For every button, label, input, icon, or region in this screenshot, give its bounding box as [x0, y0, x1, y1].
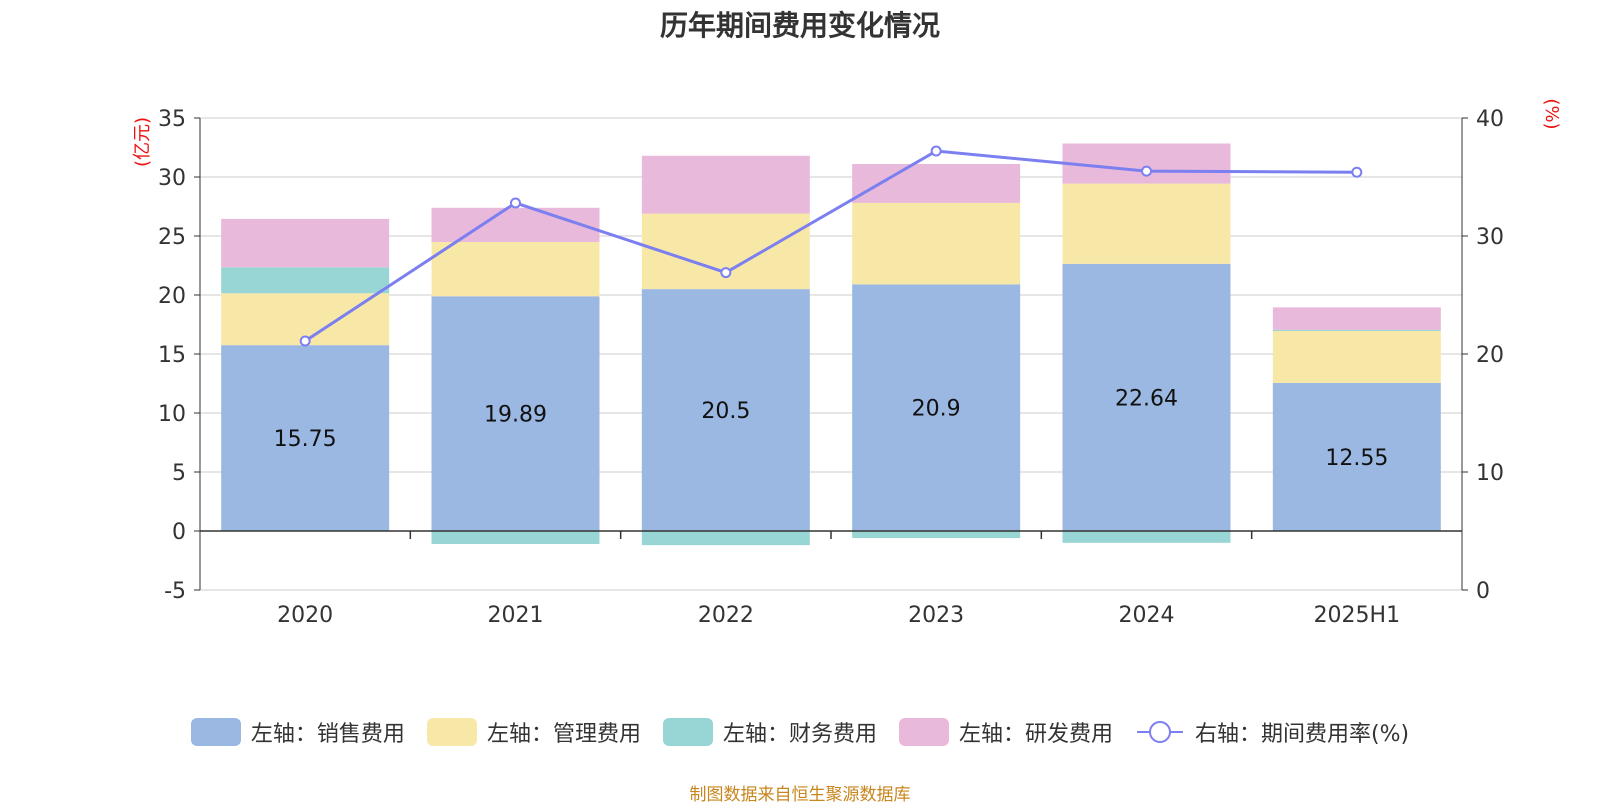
bar-segment-3-2025H1 [1272, 329, 1441, 331]
legend-label-finance: 左轴：财务费用 [722, 722, 877, 747]
left-axis-tick-label: 35 [158, 107, 186, 132]
bar-segment-3-2023 [852, 531, 1021, 539]
bar-segment-4-2021 [431, 207, 600, 243]
bar-segment-1-2022 [641, 289, 810, 531]
left-axis-tick-label: 20 [158, 284, 186, 309]
bar-value-label: 20.9 [912, 397, 961, 422]
expense-rate-line [304, 149, 1357, 343]
bar-segment-3-2022 [641, 531, 810, 546]
bar-segment-1-2020 [221, 345, 390, 531]
bar-segment-4-2024 [1062, 143, 1231, 184]
bar-segment-2-2024 [1062, 183, 1231, 264]
right-axis-tick-label: 30 [1476, 225, 1504, 250]
x-axis-category-label: 2024 [1119, 603, 1175, 628]
legend-label-sales: 左轴：销售费用 [250, 722, 405, 747]
legend-item-rnd[interactable]: 左轴：研发费用 [898, 716, 1113, 748]
expense-rate-point-2024 [1141, 165, 1152, 177]
right-axis-tick-label: 0 [1476, 579, 1490, 604]
right-axis-tick-label: 40 [1476, 107, 1504, 132]
x-axis-category-label: 2025H1 [1314, 603, 1401, 628]
legend: 左轴：销售费用 左轴：管理费用 左轴：财务费用 左轴：研发费用 右轴：期间费用率… [0, 716, 1600, 748]
legend-swatch-finance [662, 718, 713, 746]
expense-rate-point-2020 [299, 335, 311, 347]
right-axis-tick-label: 20 [1476, 343, 1504, 368]
bar-segment-1-2023 [852, 284, 1021, 531]
bar-segment-3-2024 [1062, 531, 1231, 543]
left-axis-tick-label: 10 [158, 402, 186, 427]
legend-label-expense-rate: 右轴：期间费用率(%) [1194, 722, 1410, 747]
bar-segment-4-2020 [221, 218, 390, 268]
left-axis-tick-label: -5 [164, 579, 186, 604]
left-axis-tick-label: 25 [158, 225, 186, 250]
bar-segment-1-2021 [431, 296, 600, 531]
right-axis-tick-label: 10 [1476, 461, 1504, 486]
expense-rate-point-2021 [510, 197, 521, 209]
bar-value-label: 22.64 [1115, 386, 1178, 411]
bar-segment-4-2022 [641, 155, 810, 214]
bar-segment-2-2025H1 [1272, 330, 1441, 383]
x-axis-category-label: 2021 [488, 603, 544, 628]
bar-value-label: 12.55 [1325, 446, 1388, 471]
expense-rate-point-2023 [930, 145, 942, 157]
chart-title: 历年期间费用变化情况 [659, 9, 940, 42]
legend-swatch-sales [190, 718, 241, 746]
bar-segment-4-2025H1 [1272, 307, 1441, 330]
bar-segment-1-2025H1 [1272, 382, 1441, 531]
left-axis-tick-label: 15 [158, 343, 186, 368]
bar-segment-2-2023 [852, 202, 1021, 285]
legend-swatch-admin [426, 718, 477, 746]
legend-item-sales[interactable]: 左轴：销售费用 [190, 716, 405, 748]
left-axis-tick-label: 0 [172, 520, 186, 545]
legend-item-finance[interactable]: 左轴：财务费用 [662, 716, 877, 748]
legend-label-rnd: 左轴：研发费用 [958, 722, 1113, 747]
source-footnote: 制图数据来自恒生聚源数据库 [689, 785, 911, 805]
bar-value-label: 20.5 [701, 399, 750, 424]
left-axis-unit-label: (亿元) [132, 117, 153, 167]
bar-segment-1-2024 [1062, 263, 1231, 531]
left-axis-tick-label: 5 [172, 461, 186, 486]
right-axis-unit-label: (%) [1541, 98, 1562, 129]
x-axis-category-label: 2023 [908, 603, 964, 628]
legend-swatch-rnd [898, 718, 949, 746]
bar-segment-3-2021 [431, 531, 600, 544]
bar-value-label: 19.89 [484, 403, 547, 428]
legend-item-expense-rate[interactable]: 右轴：期间费用率(%) [1135, 716, 1409, 748]
expense-rate-point-2025H1 [1351, 166, 1363, 178]
legend-label-admin: 左轴：管理费用 [486, 722, 641, 747]
legend-line-marker-icon [1136, 721, 1183, 743]
bar-value-label: 15.75 [274, 427, 337, 452]
expense-rate-point-2022 [720, 267, 732, 279]
bar-segment-2-2021 [431, 242, 600, 297]
legend-item-admin[interactable]: 左轴：管理费用 [426, 716, 641, 748]
left-axis-tick-label: 30 [158, 166, 186, 191]
bar-segment-3-2020 [221, 267, 390, 294]
x-axis-category-label: 2022 [698, 603, 754, 628]
x-axis-category-label: 2020 [277, 603, 333, 628]
